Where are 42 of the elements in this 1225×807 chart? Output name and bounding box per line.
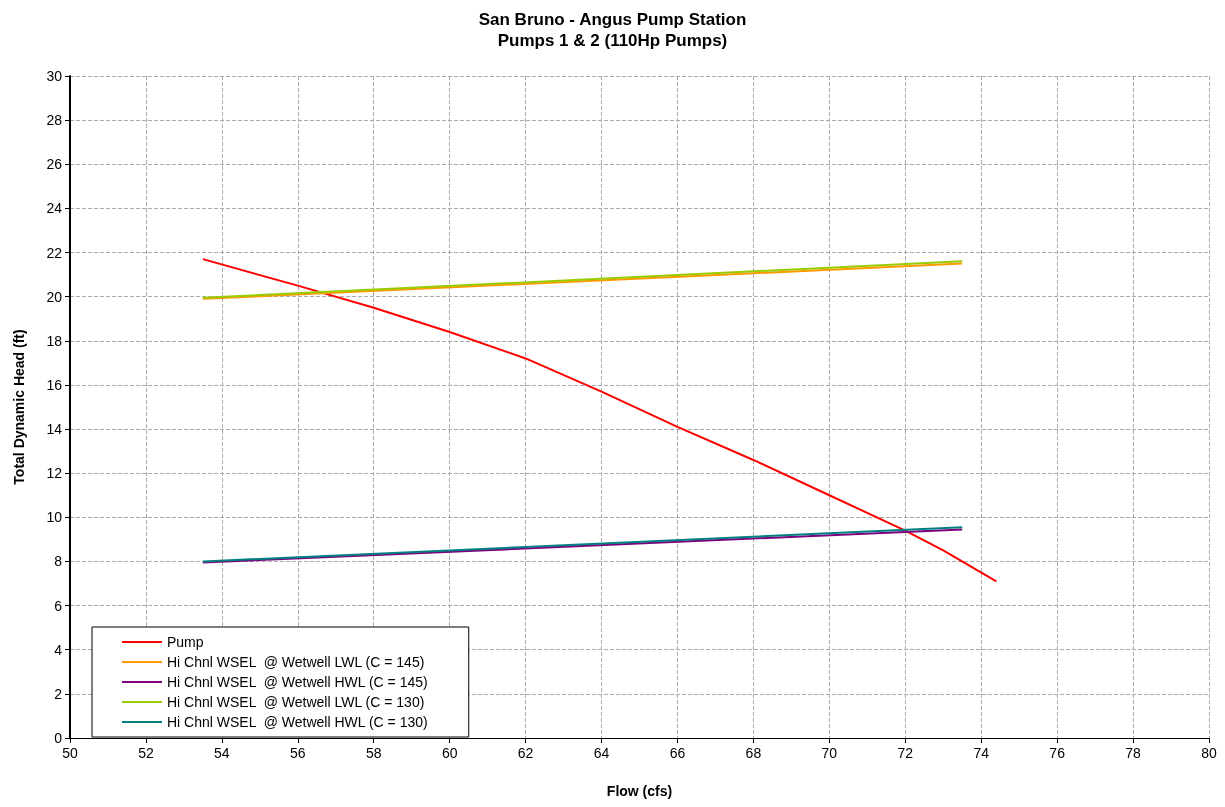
- x-tick-label: 66: [669, 745, 686, 761]
- x-tick-label: 54: [214, 745, 230, 761]
- y-tick-label: 24: [46, 200, 63, 217]
- y-tick-label: 4: [54, 641, 63, 658]
- y-tick-label: 28: [46, 112, 63, 129]
- y-tick-label: 10: [46, 509, 63, 526]
- y-tick-label: 8: [54, 553, 63, 570]
- y-tick-label: 26: [46, 156, 63, 173]
- x-tick-label: 56: [290, 745, 306, 761]
- x-tick-label: 78: [1125, 745, 1142, 761]
- legend-label: Hi Chnl WSEL @ Wetwell LWL (C = 130): [167, 694, 425, 710]
- x-tick-label: 70: [821, 745, 838, 761]
- x-tick-label: 58: [365, 745, 382, 761]
- x-tick-label: 62: [517, 745, 534, 761]
- x-tick-label: 68: [745, 745, 762, 761]
- x-tick-label: 74: [973, 745, 990, 761]
- y-tick-label: 16: [46, 376, 63, 393]
- legend-label: Hi Chnl WSEL @ Wetwell LWL (C = 145): [167, 654, 425, 670]
- y-tick-label: 0: [54, 730, 63, 746]
- y-tick-label: 12: [46, 465, 63, 482]
- y-tick-label: 2: [54, 685, 63, 702]
- y-tick-label: 14: [46, 421, 63, 438]
- chart-subtitle: Pumps 1 & 2 (110Hp Pumps): [497, 31, 728, 50]
- line-series: [201, 258, 998, 583]
- x-axis-title: Flow (cfs): [606, 783, 673, 799]
- x-tick-label: 60: [441, 745, 458, 761]
- y-tick-label: 6: [54, 597, 63, 614]
- y-tick-label: 30: [46, 68, 63, 84]
- legend-label: Hi Chnl WSEL @ Wetwell HWL (C = 130): [167, 714, 428, 730]
- y-tick-label: 20: [46, 288, 63, 305]
- y-tick-label: 18: [46, 332, 63, 349]
- y-tick-label: 22: [46, 244, 63, 261]
- x-tick-label: 64: [593, 745, 610, 761]
- y-axis-title: Total Dynamic Head (ft): [11, 329, 27, 485]
- x-tick-label: 72: [897, 745, 914, 761]
- legend-label: Pump: [167, 634, 204, 650]
- x-tick-label: 76: [1049, 745, 1066, 761]
- x-tick-label: 50: [62, 745, 78, 761]
- x-tick-label: 80: [1201, 745, 1217, 761]
- legend-label: Hi Chnl WSEL @ Wetwell HWL (C = 145): [167, 674, 428, 690]
- chart-title: San Bruno - Angus Pump Station: [478, 10, 747, 29]
- x-tick-label: 52: [138, 745, 154, 761]
